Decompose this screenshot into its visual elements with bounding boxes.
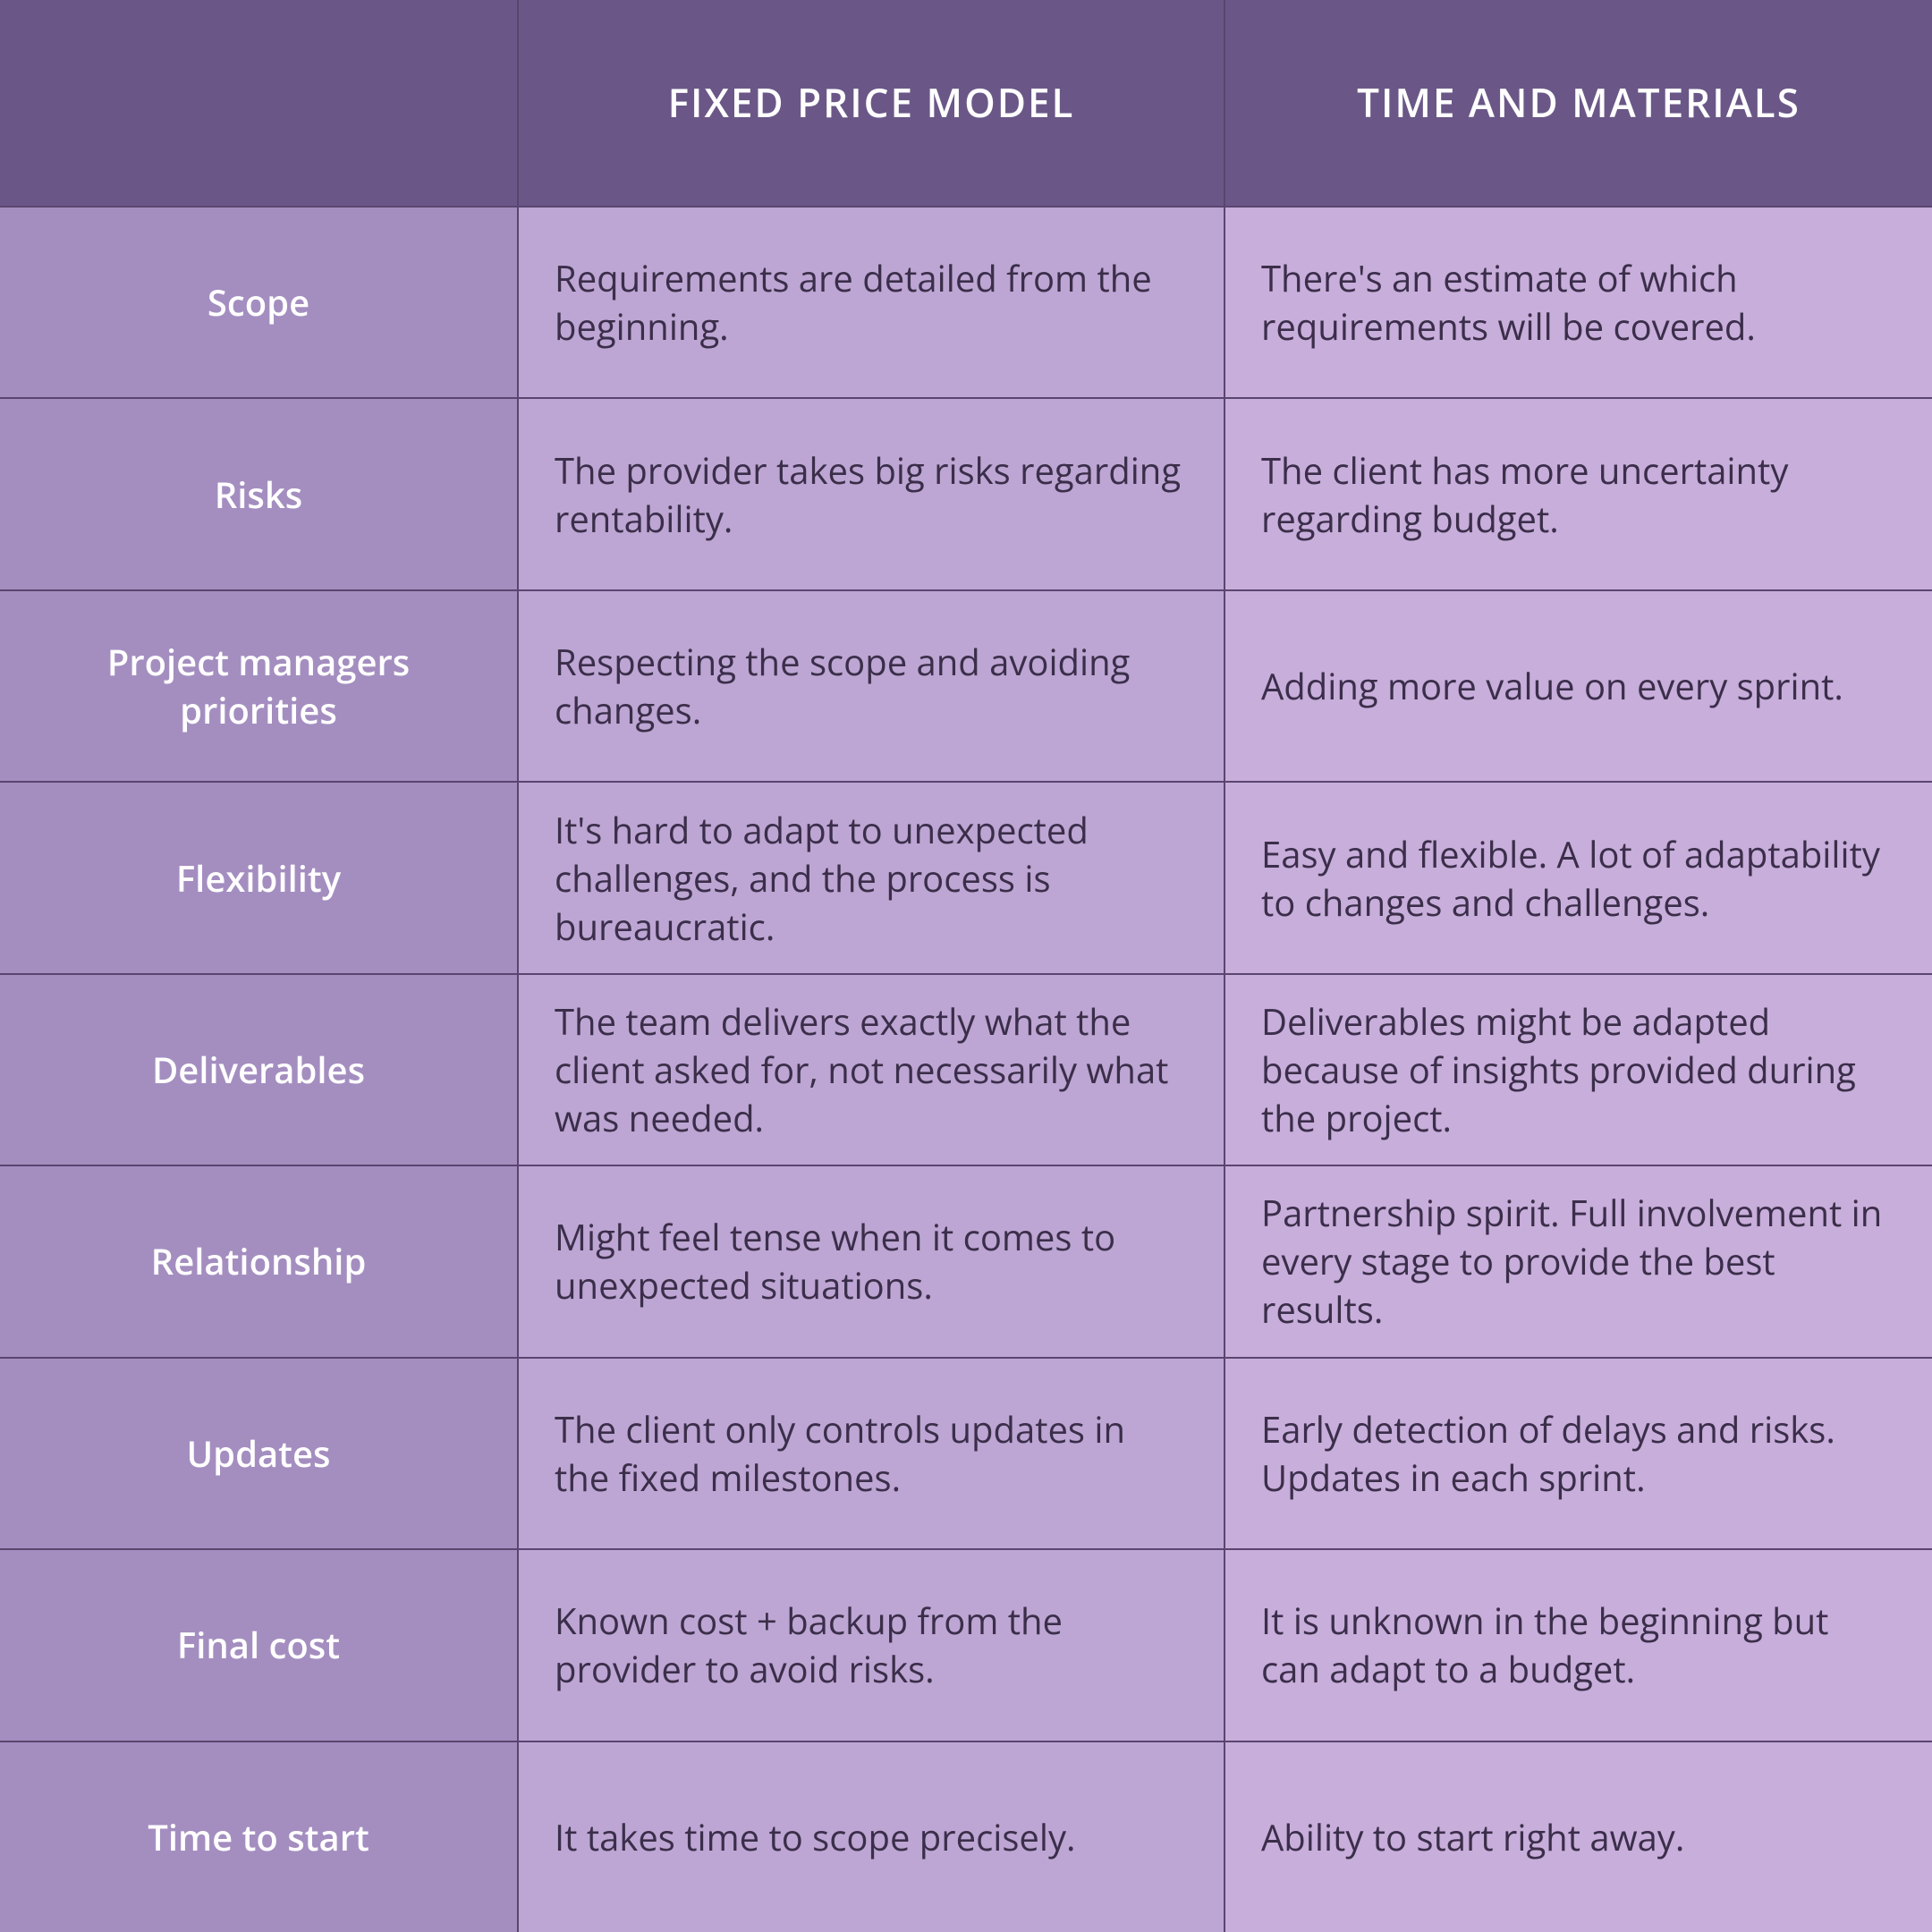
row-label-0: Scope [0,206,519,397]
row-label-7: Final cost [0,1548,519,1740]
row-label-1: Risks [0,397,519,589]
cell-tm-0: There's an estimate of which requirement… [1225,206,1932,397]
comparison-table: FIXED PRICE MODELTIME AND MATERIALS Scope… [0,0,1932,1932]
header-time-materials: TIME AND MATERIALS [1225,0,1932,206]
row-label-3: Flexibility [0,781,519,972]
cell-fixed-6: The client only controls updates in the … [519,1357,1225,1548]
header-blank [0,0,519,206]
cell-fixed-4: The team delivers exactly what the clien… [519,973,1225,1165]
cell-tm-8: Ability to start right away. [1225,1741,1932,1932]
cell-fixed-0: Requirements are detailed from the begin… [519,206,1225,397]
cell-fixed-2: Respecting the scope and avoiding change… [519,589,1225,781]
cell-tm-5: Partnership spirit. Full involvement in … [1225,1165,1932,1356]
cell-fixed-8: It takes time to scope precisely. [519,1741,1225,1932]
cell-tm-2: Adding more value on every sprint. [1225,589,1932,781]
row-label-8: Time to start [0,1741,519,1932]
row-label-4: Deliverables [0,973,519,1165]
cell-fixed-7: Known cost + backup from the provider to… [519,1548,1225,1740]
cell-fixed-5: Might feel tense when it comes to unexpe… [519,1165,1225,1356]
cell-fixed-1: The provider takes big risks regarding r… [519,397,1225,589]
cell-fixed-3: It's hard to adapt to unexpected challen… [519,781,1225,972]
cell-tm-4: Deliverables might be adapted because of… [1225,973,1932,1165]
cell-tm-7: It is unknown in the beginning but can a… [1225,1548,1932,1740]
cell-tm-1: The client has more uncertainty regardin… [1225,397,1932,589]
cell-tm-3: Easy and flexible. A lot of adaptability… [1225,781,1932,972]
header-fixed-price: FIXED PRICE MODEL [519,0,1225,206]
row-label-5: Relationship [0,1165,519,1356]
cell-tm-6: Early detection of delays and risks. Upd… [1225,1357,1932,1548]
row-label-6: Updates [0,1357,519,1548]
row-label-2: Project managers priorities [0,589,519,781]
